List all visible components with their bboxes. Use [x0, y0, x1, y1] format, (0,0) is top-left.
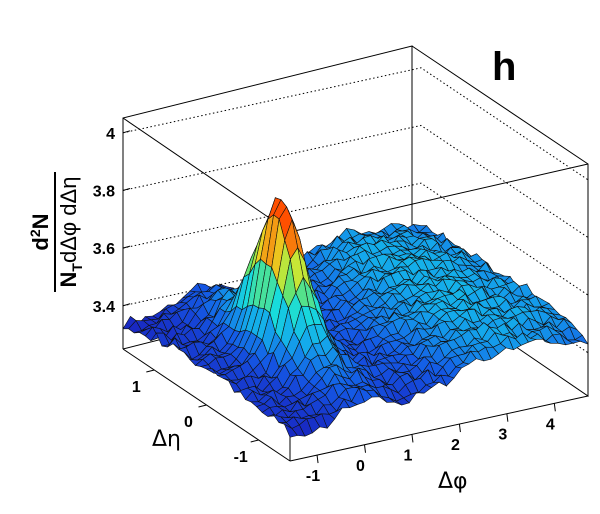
z-title-num-rest: N — [28, 213, 53, 229]
y-tick-mark — [250, 439, 259, 443]
z-tick-mark — [122, 130, 131, 134]
z-tick-label: 3.8 — [93, 183, 115, 200]
z-axis: 3.4 3.6 3.8 4 — [93, 126, 131, 316]
x-tick-label: 0 — [356, 458, 365, 475]
svg-text:d2N: d2N — [27, 213, 53, 250]
x-tick-mark — [506, 413, 509, 422]
x-tick-label: 3 — [498, 427, 507, 444]
grid-line-z-1 — [122, 182, 589, 296]
top-front-right-edge — [289, 163, 589, 233]
z-tick-label: 4 — [106, 126, 115, 143]
x-axis-title: Δφ — [438, 469, 468, 494]
y-tick-label: -1 — [234, 449, 248, 466]
top-front-left-edge — [122, 117, 291, 233]
x-tick-mark — [316, 455, 319, 464]
z-tick-mark — [122, 245, 131, 249]
y-tick-mark — [198, 404, 207, 408]
x-tick-label: 2 — [451, 437, 460, 454]
z-title-den-rest: dΔφ dΔη — [56, 177, 81, 263]
z-tick-mark — [122, 303, 131, 307]
z-title-den: N — [56, 272, 81, 288]
y-tick-label: 1 — [132, 379, 141, 396]
surface-cell — [283, 423, 298, 438]
z-title-den-sub: T — [69, 263, 85, 272]
grid-line-z-3 — [122, 67, 589, 181]
x-tick-mark — [458, 423, 461, 433]
x-axis: -1 0 1 2 3 4 — [306, 403, 556, 485]
x-tick-mark — [411, 434, 414, 443]
base-right-edge — [289, 395, 589, 462]
y-axis-title: Δη — [152, 427, 181, 452]
surface-mesh — [122, 197, 589, 438]
y-tick-mark — [146, 369, 155, 373]
z-tick-mark — [122, 187, 131, 191]
z-title-num-sup: 2 — [27, 229, 43, 237]
panel-label: h — [492, 45, 516, 89]
grid-line-z-2 — [122, 124, 589, 238]
z-tick-label: 3.6 — [93, 241, 115, 258]
z-title-num: d — [28, 237, 53, 250]
y-tick-label: 0 — [184, 414, 193, 431]
z-axis-title: d2N NTdΔφ dΔη — [27, 172, 85, 292]
svg-text:NTdΔφ dΔη: NTdΔφ dΔη — [56, 177, 85, 288]
x-tick-mark — [364, 444, 366, 453]
z-tick-label: 3.4 — [93, 299, 115, 316]
x-tick-label: 1 — [403, 447, 412, 464]
x-tick-mark — [553, 403, 556, 412]
x-tick-label: -1 — [306, 468, 320, 485]
y-axis: 1 0 -1 — [132, 369, 259, 466]
x-tick-label: 4 — [546, 416, 555, 433]
